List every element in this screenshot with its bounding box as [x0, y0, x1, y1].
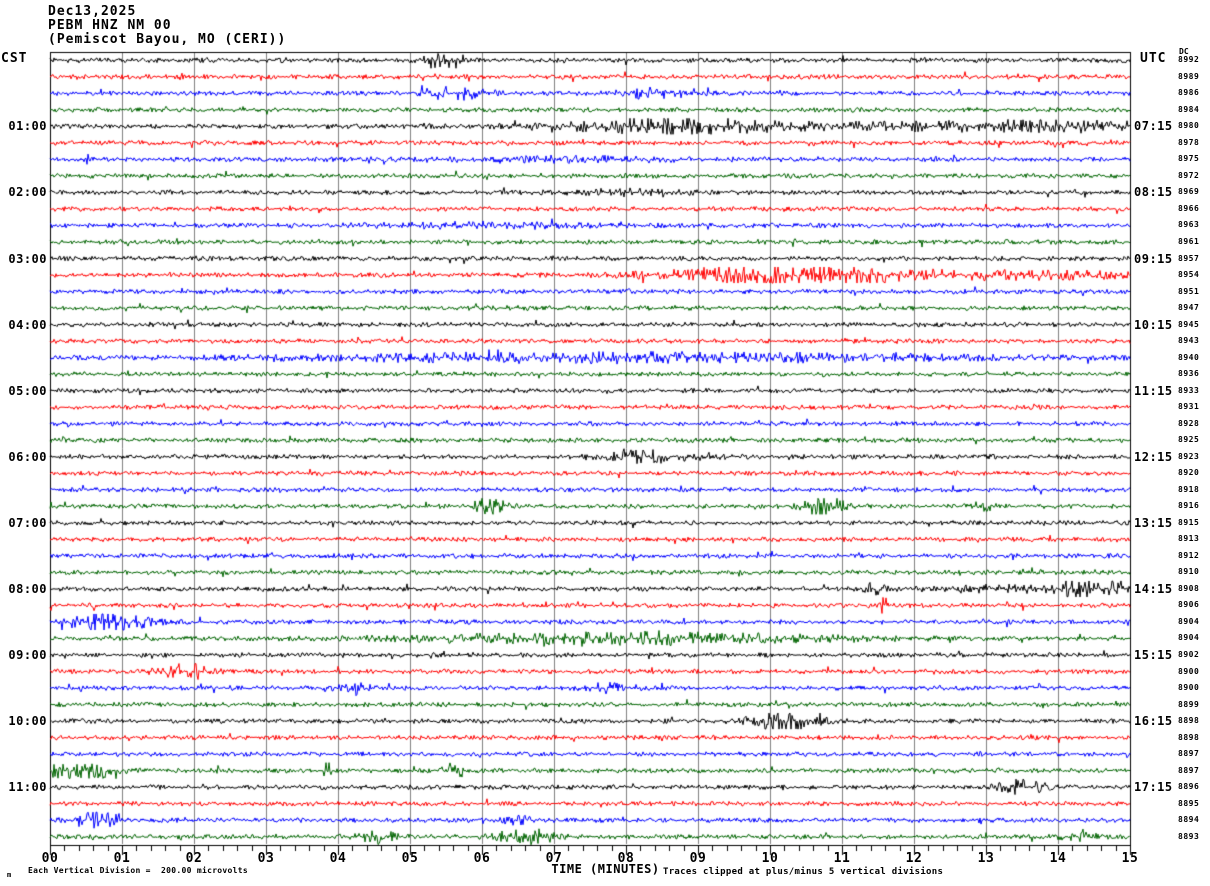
minute-tick-label: 13: [977, 851, 995, 866]
dc-offset-value: 8923: [1178, 451, 1200, 461]
left-timezone-label: CST: [1, 51, 28, 66]
minute-tick-label: 09: [689, 851, 707, 866]
cst-hour-label: 10:00: [8, 714, 47, 729]
dc-offset-value: 8894: [1178, 815, 1200, 825]
dc-offset-value: 8897: [1178, 749, 1200, 759]
minute-tick-label: 01: [113, 851, 131, 866]
utc-hour-label: 14:15: [1134, 581, 1173, 596]
cst-hour-label: 11:00: [8, 780, 47, 795]
dc-column-header: DC: [1179, 47, 1189, 56]
cst-hour-label: 03:00: [8, 251, 47, 266]
utc-hour-label: 07:15: [1134, 119, 1173, 134]
utc-hour-label: 11:15: [1134, 383, 1173, 398]
dc-offset-value: 8898: [1178, 716, 1200, 726]
dc-offset-value: 8928: [1178, 418, 1200, 428]
dc-offset-value: 8978: [1178, 137, 1200, 147]
dc-offset-value: 8910: [1178, 567, 1200, 577]
utc-hour-label: 17:15: [1134, 780, 1173, 795]
dc-offset-value: 8902: [1178, 650, 1200, 659]
cst-hour-label: 07:00: [8, 515, 47, 530]
dc-offset-value: 8900: [1178, 666, 1200, 676]
dc-offset-value: 8899: [1178, 699, 1200, 709]
cst-hour-label: 01:00: [8, 119, 47, 134]
utc-hour-label: 08:15: [1134, 185, 1173, 200]
station-location: (Pemiscot Bayou, MO (CERI)): [48, 32, 287, 47]
dc-offset-value: 8989: [1178, 71, 1200, 81]
minute-tick-label: 06: [473, 851, 491, 866]
dc-offset-value: 8895: [1178, 798, 1200, 808]
cst-hour-label: 06:00: [8, 449, 47, 464]
dc-offset-value: 8925: [1178, 435, 1200, 445]
vertical-scale-note: Each Vertical Division = 200.00 microvol…: [28, 866, 249, 875]
dc-offset-value: 8957: [1178, 253, 1200, 263]
dc-offset-value: 8936: [1178, 369, 1200, 379]
utc-hour-label: 15:15: [1134, 648, 1173, 662]
dc-offset-value: 8898: [1178, 732, 1200, 742]
dc-offset-value: 8969: [1178, 187, 1200, 197]
dc-offset-value: 8954: [1178, 270, 1200, 280]
dc-offset-value: 8906: [1178, 600, 1200, 610]
cst-hour-label: 02:00: [8, 185, 47, 200]
dc-offset-value: 8893: [1178, 831, 1200, 841]
dc-offset-value: 8992: [1178, 55, 1200, 65]
plot-date: Dec13,2025: [48, 4, 137, 19]
minute-tick-label: 05: [401, 851, 419, 866]
dc-offset-value: 8972: [1178, 170, 1200, 180]
dc-offset-value: 8963: [1178, 220, 1200, 230]
dc-offset-value: 8931: [1178, 402, 1200, 412]
minute-tick-label: 11: [833, 851, 851, 866]
dc-offset-value: 8945: [1178, 319, 1200, 329]
minute-tick-label: 10: [761, 851, 779, 866]
dc-offset-value: 8896: [1178, 782, 1200, 792]
clipping-note: Traces clipped at plus/minus 5 vertical …: [663, 867, 944, 877]
utc-hour-label: 16:15: [1134, 714, 1173, 729]
dc-offset-value: 8912: [1178, 550, 1200, 560]
x-axis-title: TIME (MINUTES): [551, 862, 660, 876]
dc-offset-value: 8908: [1178, 583, 1200, 593]
dc-offset-value: 8980: [1178, 121, 1200, 131]
dc-offset-value: 8933: [1178, 385, 1200, 395]
dc-offset-value: 8904: [1178, 616, 1200, 626]
minute-tick-label: 00: [41, 851, 59, 866]
dc-offset-value: 8916: [1178, 501, 1200, 511]
minute-tick-label: 12: [905, 851, 923, 866]
dc-offset-value: 8915: [1178, 517, 1200, 527]
minute-tick-label: 04: [329, 851, 347, 866]
minute-tick-label: 14: [1049, 851, 1067, 866]
dc-offset-value: 8951: [1178, 286, 1200, 296]
dc-offset-value: 8940: [1178, 352, 1200, 362]
cst-hour-label: 08:00: [8, 581, 47, 596]
dc-offset-value: 8913: [1178, 534, 1200, 544]
dc-offset-value: 8966: [1178, 203, 1200, 213]
dc-offset-value: 8918: [1178, 484, 1200, 494]
dc-offset-value: 8947: [1178, 303, 1200, 313]
minute-tick-label: 02: [185, 851, 203, 866]
minute-tick-label: 03: [257, 851, 275, 866]
cst-hour-label: 04:00: [8, 317, 47, 332]
station-code: PEBM HNZ NM 00: [48, 18, 172, 33]
dc-offset-value: 8984: [1178, 104, 1200, 114]
dc-offset-value: 8986: [1178, 88, 1200, 98]
utc-hour-label: 10:15: [1134, 317, 1173, 332]
minute-tick-label: 15: [1121, 851, 1139, 866]
dc-offset-value: 8904: [1178, 633, 1200, 643]
utc-hour-label: 12:15: [1134, 449, 1173, 464]
right-timezone-label: UTC: [1140, 51, 1167, 66]
dc-offset-value: 8961: [1178, 236, 1200, 246]
dc-offset-value: 8920: [1178, 468, 1200, 478]
minute-tick-label: 08: [617, 851, 635, 866]
utc-hour-label: 09:15: [1134, 251, 1173, 266]
dc-offset-value: 8975: [1178, 154, 1200, 164]
utc-hour-label: 13:15: [1134, 515, 1173, 530]
dc-offset-value: 8900: [1178, 683, 1200, 693]
cst-hour-label: 09:00: [8, 648, 47, 662]
dc-offset-value: 8897: [1178, 765, 1200, 775]
scale-mark: m: [7, 871, 12, 879]
dc-offset-value: 8943: [1178, 336, 1200, 346]
cst-hour-label: 05:00: [8, 383, 47, 398]
minute-tick-label: 07: [545, 851, 563, 866]
